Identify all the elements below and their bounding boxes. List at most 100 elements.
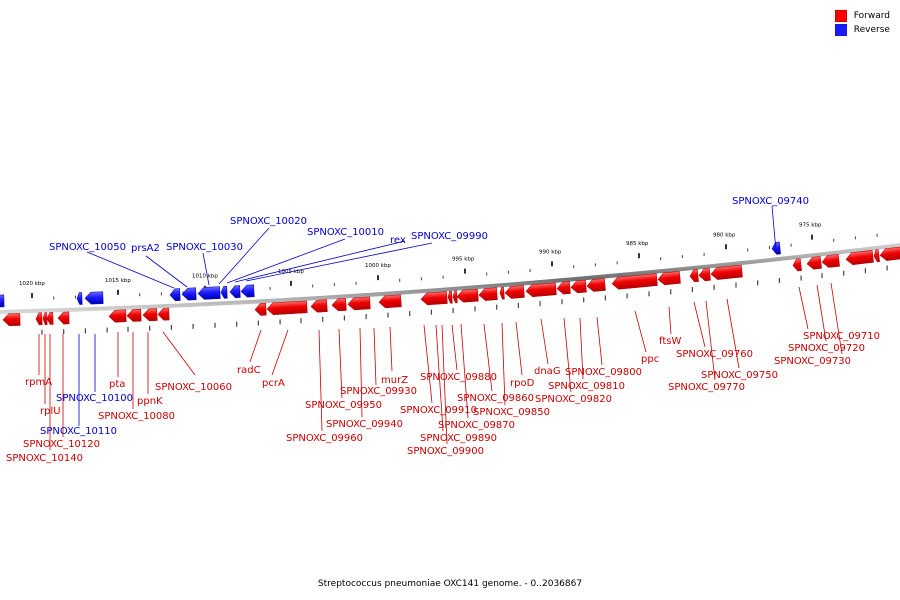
gene-label[interactable]: SPNOXC_09860 [457, 393, 534, 404]
gene-label[interactable]: murZ [381, 375, 408, 386]
gene-label[interactable]: SPNOXC_10020 [230, 216, 307, 227]
gene-label[interactable]: pta [109, 379, 125, 390]
reverse-gene-arrow[interactable] [220, 285, 228, 299]
gene-label[interactable]: SPNOXC_09940 [326, 419, 403, 430]
tick-label: 975 kbp [799, 223, 822, 229]
forward-gene-arrow[interactable] [126, 308, 142, 322]
forward-gene-arrow[interactable] [657, 271, 681, 286]
gene-label[interactable]: SPNOXC_09710 [803, 331, 880, 342]
forward-gene-arrow[interactable] [108, 309, 127, 323]
forward-gene-arrow[interactable] [447, 290, 453, 304]
reverse-gene-arrow[interactable] [169, 288, 181, 301]
gene-label[interactable]: SPNOXC_09910 [400, 405, 477, 416]
gene-label[interactable]: SPNOXC_09870 [438, 420, 515, 431]
gene-label[interactable]: ppnK [137, 396, 163, 407]
gene-label[interactable]: SPNOXC_09950 [305, 400, 382, 411]
forward-gene-arrow[interactable] [689, 269, 699, 283]
forward-gene-arrow[interactable] [142, 308, 158, 322]
gene-label[interactable]: SPNOXC_10050 [49, 242, 126, 253]
gene-label[interactable]: SPNOXC_09720 [788, 343, 865, 354]
gene-label[interactable]: SPNOXC_09740 [732, 196, 809, 207]
forward-gene-arrow[interactable] [310, 299, 328, 313]
forward-gene-arrow[interactable] [879, 246, 900, 262]
forward-gene-arrow[interactable] [456, 288, 479, 303]
gene-label[interactable]: rpmA [25, 377, 52, 388]
reverse-gene-arrow[interactable] [181, 287, 197, 301]
gene-label[interactable]: SPNOXC_10080 [98, 411, 175, 422]
gene-label[interactable]: SPNOXC_09850 [473, 407, 550, 418]
gene-label[interactable]: ppc [641, 354, 659, 365]
reverse-gene-arrow[interactable] [76, 292, 83, 305]
gene-leader-line [202, 252, 210, 286]
forward-gene-arrow[interactable] [378, 294, 402, 309]
forward-gene-arrow[interactable] [420, 291, 448, 306]
gene-label[interactable]: prsA2 [131, 243, 160, 254]
forward-gene-arrow[interactable] [331, 298, 347, 312]
forward-gene-arrow[interactable] [873, 249, 880, 263]
forward-gene-arrow[interactable] [2, 313, 21, 327]
forward-gene-arrow[interactable] [821, 254, 840, 268]
gene-label[interactable]: rex [390, 235, 406, 246]
reverse-gene-arrow[interactable] [229, 285, 241, 299]
forward-gene-arrow[interactable] [478, 287, 498, 301]
gene-leader-line [816, 284, 827, 342]
gene-label[interactable]: SPNOXC_09900 [407, 446, 484, 457]
gene-label[interactable]: SPNOXC_09750 [701, 370, 778, 381]
forward-gene-arrow[interactable] [792, 258, 802, 272]
gene-leader-line [668, 306, 672, 335]
forward-gene-arrow[interactable] [845, 250, 874, 265]
forward-gene-arrow[interactable] [570, 279, 587, 294]
gene-label[interactable]: SPNOXC_09930 [340, 386, 417, 397]
gene-label[interactable]: dnaG [534, 366, 561, 377]
reverse-gene-arrow[interactable] [0, 294, 5, 308]
reverse-swatch [834, 24, 847, 36]
forward-gene-arrow[interactable] [525, 282, 557, 298]
gene-label[interactable]: rplU [40, 406, 61, 417]
forward-gene-arrow[interactable] [57, 311, 70, 325]
forward-gene-arrow[interactable] [157, 307, 170, 321]
forward-gene-arrow[interactable] [46, 312, 54, 325]
tick-label: 995 kbp [452, 257, 475, 263]
gene-leader-line [451, 324, 458, 371]
gene-label[interactable]: SPNOXC_10100 [56, 393, 133, 404]
gene-label[interactable]: SPNOXC_09730 [774, 356, 851, 367]
gene-label[interactable]: SPNOXC_09760 [676, 349, 753, 360]
reverse-gene-arrow[interactable] [84, 291, 104, 305]
gene-label[interactable]: rpoD [510, 378, 535, 389]
forward-gene-arrow[interactable] [42, 312, 48, 325]
forward-gene-arrow[interactable] [710, 264, 743, 280]
gene-label[interactable]: ftsW [659, 336, 681, 347]
forward-gene-arrow[interactable] [254, 302, 267, 316]
forward-gene-arrow[interactable] [452, 290, 458, 304]
gene-label[interactable]: SPNOXC_09960 [286, 433, 363, 444]
reverse-gene-arrow[interactable] [197, 286, 221, 300]
forward-gene-arrow[interactable] [347, 296, 371, 311]
gene-label[interactable]: SPNOXC_09890 [420, 433, 497, 444]
gene-label[interactable]: SPNOXC_10140 [6, 453, 83, 464]
forward-gene-arrow[interactable] [556, 281, 571, 295]
forward-gene-arrow[interactable] [586, 278, 606, 292]
gene-label[interactable]: SPNOXC_09770 [668, 382, 745, 393]
forward-gene-arrow[interactable] [266, 300, 308, 316]
forward-gene-arrow[interactable] [698, 268, 711, 282]
gene-label[interactable]: SPNOXC_10060 [155, 382, 232, 393]
forward-gene-arrow[interactable] [806, 256, 822, 270]
gene-label[interactable]: radC [237, 365, 261, 376]
gene-label[interactable]: SPNOXC_09880 [420, 372, 497, 383]
gene-label[interactable]: SPNOXC_10010 [307, 227, 384, 238]
gene-label[interactable]: SPNOXC_10110 [40, 426, 117, 437]
forward-gene-arrow[interactable] [35, 312, 43, 326]
reverse-gene-arrow[interactable] [771, 241, 781, 255]
reverse-gene-arrow[interactable] [240, 284, 255, 298]
gene-label[interactable]: SPNOXC_10120 [23, 439, 100, 450]
forward-gene-arrow[interactable] [504, 285, 525, 299]
gene-label[interactable]: SPNOXC_09810 [548, 381, 625, 392]
gene-label[interactable]: pcrA [262, 378, 285, 389]
gene-label[interactable]: SPNOXC_10030 [166, 242, 243, 253]
gene-label[interactable]: SPNOXC_09820 [535, 394, 612, 405]
forward-gene-arrow[interactable] [499, 286, 505, 300]
gene-leader-line [218, 227, 270, 285]
gene-label[interactable]: SPNOXC_09990 [411, 231, 488, 242]
gene-label[interactable]: SPNOXC_09800 [565, 367, 642, 378]
forward-gene-arrow[interactable] [611, 273, 658, 290]
